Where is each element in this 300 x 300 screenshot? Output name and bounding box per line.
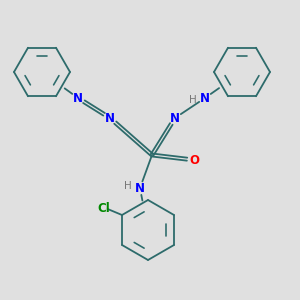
Text: N: N xyxy=(200,92,210,104)
Text: O: O xyxy=(189,154,199,166)
Text: N: N xyxy=(105,112,115,124)
Text: H: H xyxy=(189,95,197,105)
Text: N: N xyxy=(170,112,180,124)
Text: H: H xyxy=(124,181,132,191)
Text: Cl: Cl xyxy=(97,202,110,215)
Text: N: N xyxy=(135,182,145,194)
Text: N: N xyxy=(73,92,83,104)
